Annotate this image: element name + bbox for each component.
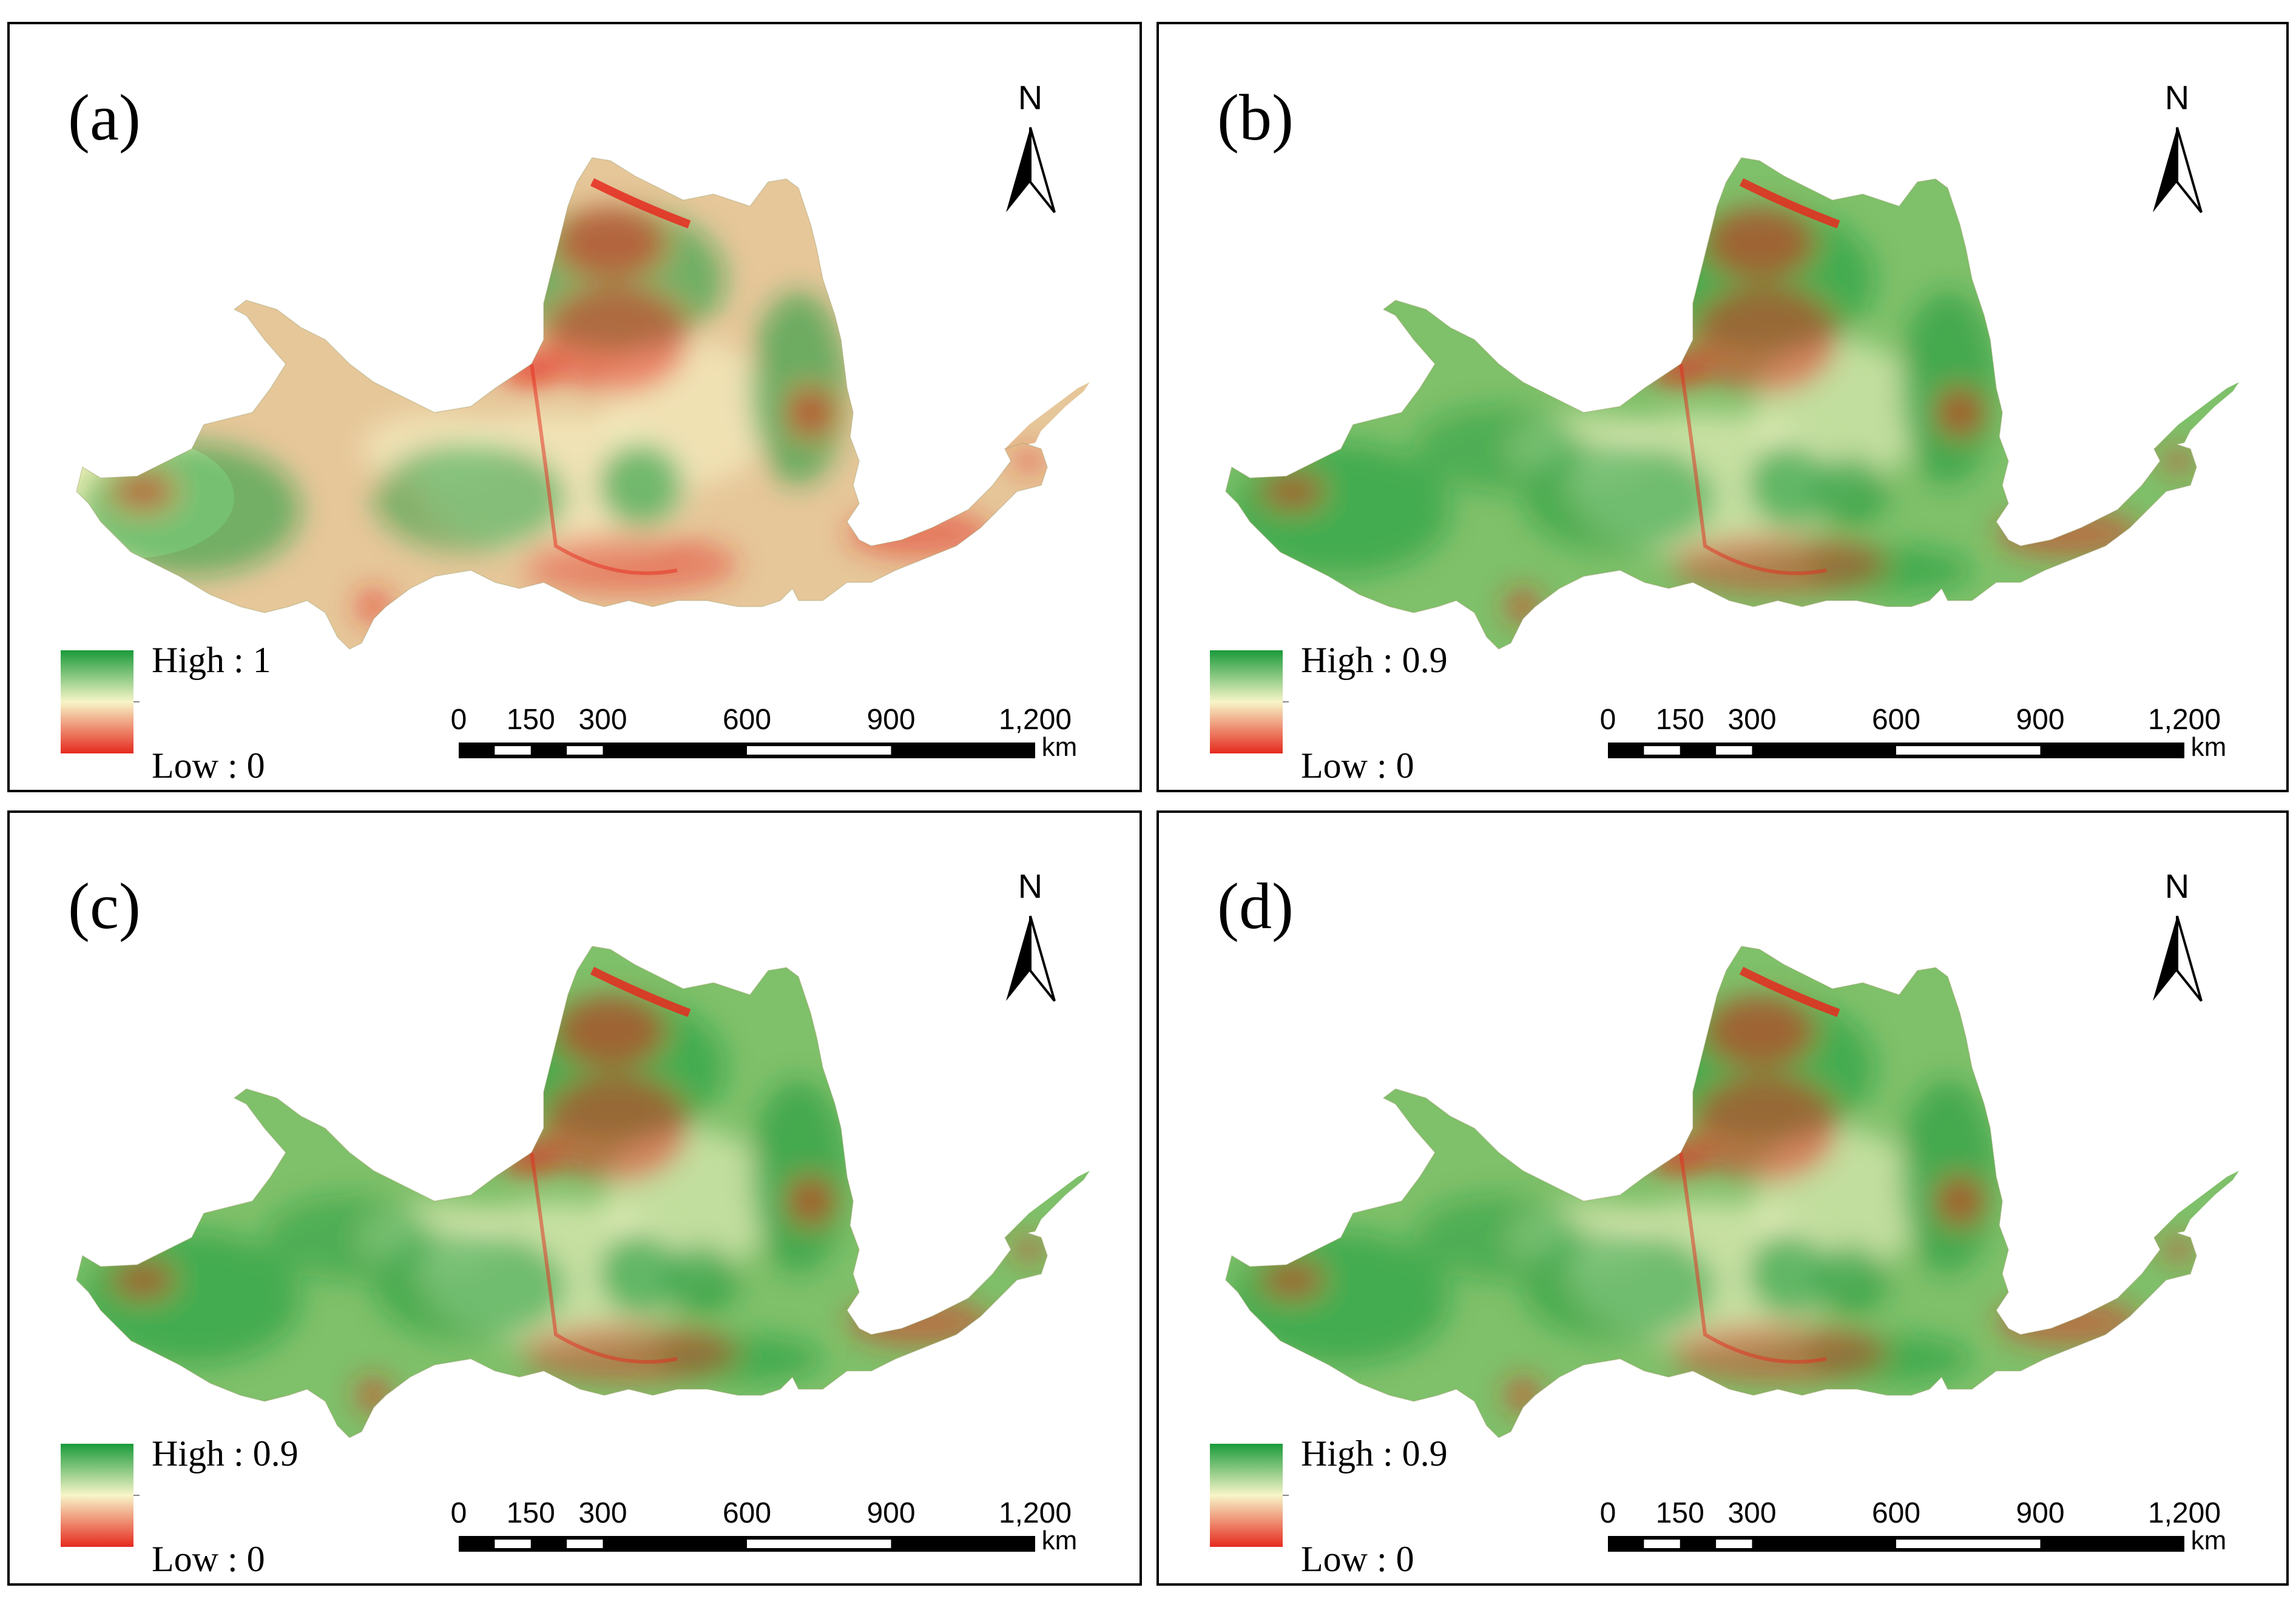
north-arrow-icon: N	[2153, 867, 2203, 1002]
scale-tick-label: 1,200	[999, 704, 1072, 736]
north-label: N	[1018, 78, 1042, 116]
legend-low-label: Low : 0	[1301, 1539, 1414, 1579]
panel-label: (b)	[1217, 82, 1294, 154]
map-svg: (d) N High : 0.9 Low : 0 0 150 300 600 900 1,200k…	[1210, 867, 2239, 1579]
map-panel-b: (b) N High : 0.9 Low : 0 0 150 300 600 900 1,200 k…	[1156, 22, 2289, 792]
scale-tick-label: 150	[1656, 704, 1704, 736]
scale-tick-label: 1,200	[999, 1497, 1072, 1529]
north-arrow-icon: N	[1006, 78, 1056, 214]
scale-tick-label: 300	[578, 704, 627, 736]
scale-unit-label: km	[1042, 732, 1078, 762]
color-legend: High : 0.9 Low : 0	[1210, 640, 1448, 786]
north-label: N	[2165, 78, 2189, 116]
scale-unit-label: km	[2191, 732, 2227, 762]
map-svg: (c) N High : 0.9 Low : 0 0 150 300 600 900 1,200k…	[61, 867, 1090, 1579]
north-label: N	[2165, 867, 2189, 905]
color-legend: High : 1 Low : 0	[61, 640, 271, 786]
scale-tick-label: 300	[1727, 704, 1776, 736]
scale-tick-label: 1,200	[2148, 1497, 2221, 1529]
scale-tick-label: 900	[2016, 704, 2064, 736]
scale-unit-label: km	[1042, 1526, 1078, 1555]
scale-tick-label: 300	[578, 1497, 627, 1529]
scale-unit-label: km	[2191, 1526, 2227, 1555]
panel-label: (c)	[68, 870, 141, 943]
scale-tick-label: 0	[451, 704, 467, 736]
legend-low-label: Low : 0	[152, 746, 265, 786]
scale-tick-label: 150	[507, 704, 555, 736]
north-label: N	[1018, 867, 1042, 905]
legend-high-label: High : 1	[152, 640, 271, 680]
scale-tick-label: 0	[1600, 704, 1616, 736]
scale-tick-label: 1,200	[2148, 704, 2221, 736]
scale-tick-label: 300	[1727, 1497, 1776, 1529]
scale-tick-label: 150	[507, 1497, 555, 1529]
scale-tick-label: 600	[723, 704, 771, 736]
legend-low-label: Low : 0	[152, 1539, 265, 1579]
scale-tick-label: 900	[866, 704, 915, 736]
color-legend: High : 0.9 Low : 0	[1210, 1433, 1448, 1579]
scale-tick-label: 0	[1600, 1497, 1616, 1529]
panel-label: (d)	[1217, 870, 1294, 943]
north-arrow-icon: N	[1006, 867, 1056, 1002]
scale-tick-label: 600	[723, 1497, 771, 1529]
legend-high-label: High : 0.9	[1301, 640, 1448, 680]
scale-tick-label: 0	[451, 1497, 467, 1529]
panel-label: (a)	[68, 82, 141, 154]
color-legend: High : 0.9 Low : 0	[61, 1433, 299, 1579]
legend-high-label: High : 0.9	[1301, 1433, 1448, 1473]
map-panel-c: (c) N High : 0.9 Low : 0 0 150 300 600 900 1,200 k…	[7, 810, 1142, 1586]
scale-tick-label: 900	[2016, 1497, 2064, 1529]
scale-tick-label: 150	[1656, 1497, 1704, 1529]
legend-low-label: Low : 0	[1301, 746, 1414, 786]
map-svg: (b) N High : 0.9 Low : 0 0 150 300 600 900 1,200k…	[1210, 78, 2239, 786]
scale-tick-label: 600	[1872, 704, 1920, 736]
map-panel-a: (a) N High : 1 Low : 0 0 150 300 600 900 1,200 km	[7, 22, 1142, 792]
north-arrow-icon: N	[2153, 78, 2203, 214]
scale-tick-label: 600	[1872, 1497, 1920, 1529]
scale-tick-label: 900	[866, 1497, 915, 1529]
legend-high-label: High : 0.9	[152, 1433, 299, 1473]
map-panel-d: (d) N High : 0.9 Low : 0 0 150 300 600 900 1,200 k…	[1156, 810, 2289, 1586]
